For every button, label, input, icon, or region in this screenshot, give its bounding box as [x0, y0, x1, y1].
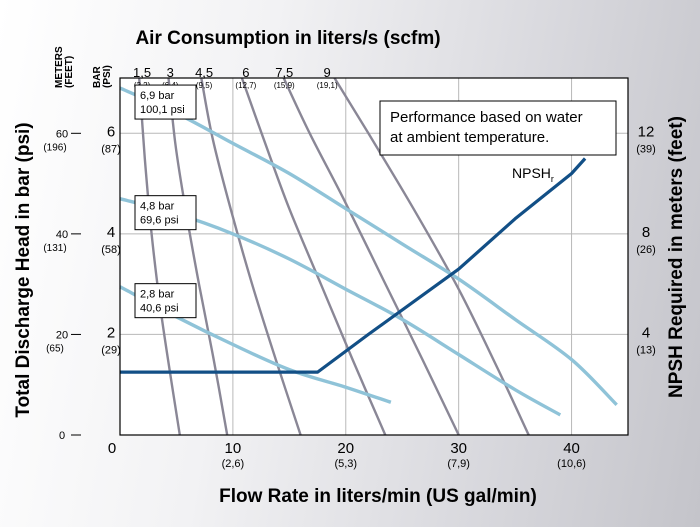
npsh-tick-sublabel: (39) [636, 143, 656, 155]
air-curve-label: 6 [242, 65, 249, 80]
npsh-tick-sublabel: (26) [636, 244, 656, 256]
pressure-label-boxes: 6,9 bar 100,1 psi 4,8 bar 69,6 psi 2,8 bar 40… [134, 84, 197, 319]
bar-tick-label: 4 [107, 224, 115, 241]
note-line-1: Performance based on water [390, 109, 583, 126]
psi-tick-sublabel: (58) [101, 244, 121, 256]
meters-header: METERS [54, 46, 65, 88]
psi-tick-sublabel: (29) [101, 344, 121, 356]
meters-tick-label: 40 [56, 229, 68, 241]
air-curve-label: 7,5 [275, 65, 293, 80]
plot-frame [119, 77, 629, 436]
pressure-label-bar: 6,9 bar [140, 90, 175, 102]
air-curve-label: 3 [167, 65, 174, 80]
air-curve-3 [200, 77, 302, 436]
npsh-tick-label: 8 [642, 224, 650, 241]
x-tick-sublabel: (7,9) [447, 458, 470, 470]
air-consumption-curves [138, 77, 530, 436]
air-curve-sublabel: (19,1) [317, 81, 338, 90]
pressure-line-1 [119, 86, 618, 407]
meters-tick-label: 0 [59, 430, 65, 442]
x-tick-sublabel: (2,6) [222, 458, 245, 470]
air-curve-sublabel: (12,7) [235, 81, 256, 90]
air-curve-label: 4,5 [195, 65, 213, 80]
chart-title: Air Consumption in liters/s (scfm) [135, 28, 440, 49]
pressure-label-bar: 2,8 bar [140, 289, 175, 301]
feet-tick-sublabel: (65) [46, 343, 64, 354]
feet-header: (FEET) [64, 56, 75, 88]
bar-tick-label: 6 [107, 123, 115, 140]
x-tick-label: 40 [563, 440, 580, 457]
air-curve-sublabel: (9,5) [196, 81, 213, 90]
psi-header: (PSI) [102, 65, 113, 88]
pressure-label-psi: 100,1 psi [140, 104, 185, 116]
npsh-line [120, 157, 587, 374]
air-curve-2 [167, 77, 229, 436]
npsh-label: NPSHr [512, 165, 554, 184]
meters-tick-label: 20 [56, 329, 68, 341]
bar-tick-label: 2 [107, 324, 115, 341]
air-curve-label: 9 [324, 65, 331, 80]
npsh-label-main: NPSH [512, 165, 551, 181]
feet-tick-sublabel: (196) [43, 142, 66, 153]
feet-tick-sublabel: (131) [43, 243, 66, 254]
air-curve-sublabel: (15,9) [274, 81, 295, 90]
x-tick-label: 10 [225, 440, 242, 457]
x-tick-sublabel: (5,3) [334, 458, 357, 470]
y-axis-label-left: Total Discharge Head in bar (psi) [13, 122, 34, 417]
psi-tick-sublabel: (87) [101, 143, 121, 155]
pressure-label-box [134, 283, 197, 319]
air-curve-label: 1,5 [133, 65, 151, 80]
air-curve-1 [138, 77, 181, 436]
npsh-tick-sublabel: (13) [636, 344, 656, 356]
x-axis-label: Flow Rate in liters/min (US gal/min) [219, 486, 537, 507]
npsh-tick-label: 12 [638, 123, 655, 140]
bar-header: BAR [92, 66, 103, 88]
meters-feet-header: METERS (FEET) [54, 46, 75, 88]
x-tick-label: 20 [337, 440, 354, 457]
pressure-label-psi: 40,6 psi [140, 303, 179, 315]
meters-tick-label: 60 [56, 128, 68, 140]
pressure-label-psi: 69,6 psi [140, 215, 179, 227]
x-tick-sublabel: (10,6) [557, 458, 586, 470]
note-box [379, 100, 617, 156]
air-curve-5 [282, 77, 460, 436]
y-axis-label-right: NPSH Required in meters (feet) [666, 116, 687, 398]
note-line-2: at ambient temperature. [390, 129, 549, 146]
bar-psi-header: BAR (PSI) [92, 65, 113, 88]
pressure-label-bar: 4,8 bar [140, 201, 175, 213]
pressure-label-box [134, 84, 197, 120]
npsh-tick-label: 4 [642, 324, 650, 341]
x-tick-label: 0 [108, 440, 116, 457]
air-curve-4 [240, 77, 387, 436]
npsh-label-subscript: r [551, 174, 554, 184]
air-curve-6 [333, 77, 530, 436]
pressure-label-box [134, 195, 197, 231]
x-tick-label: 30 [450, 440, 467, 457]
